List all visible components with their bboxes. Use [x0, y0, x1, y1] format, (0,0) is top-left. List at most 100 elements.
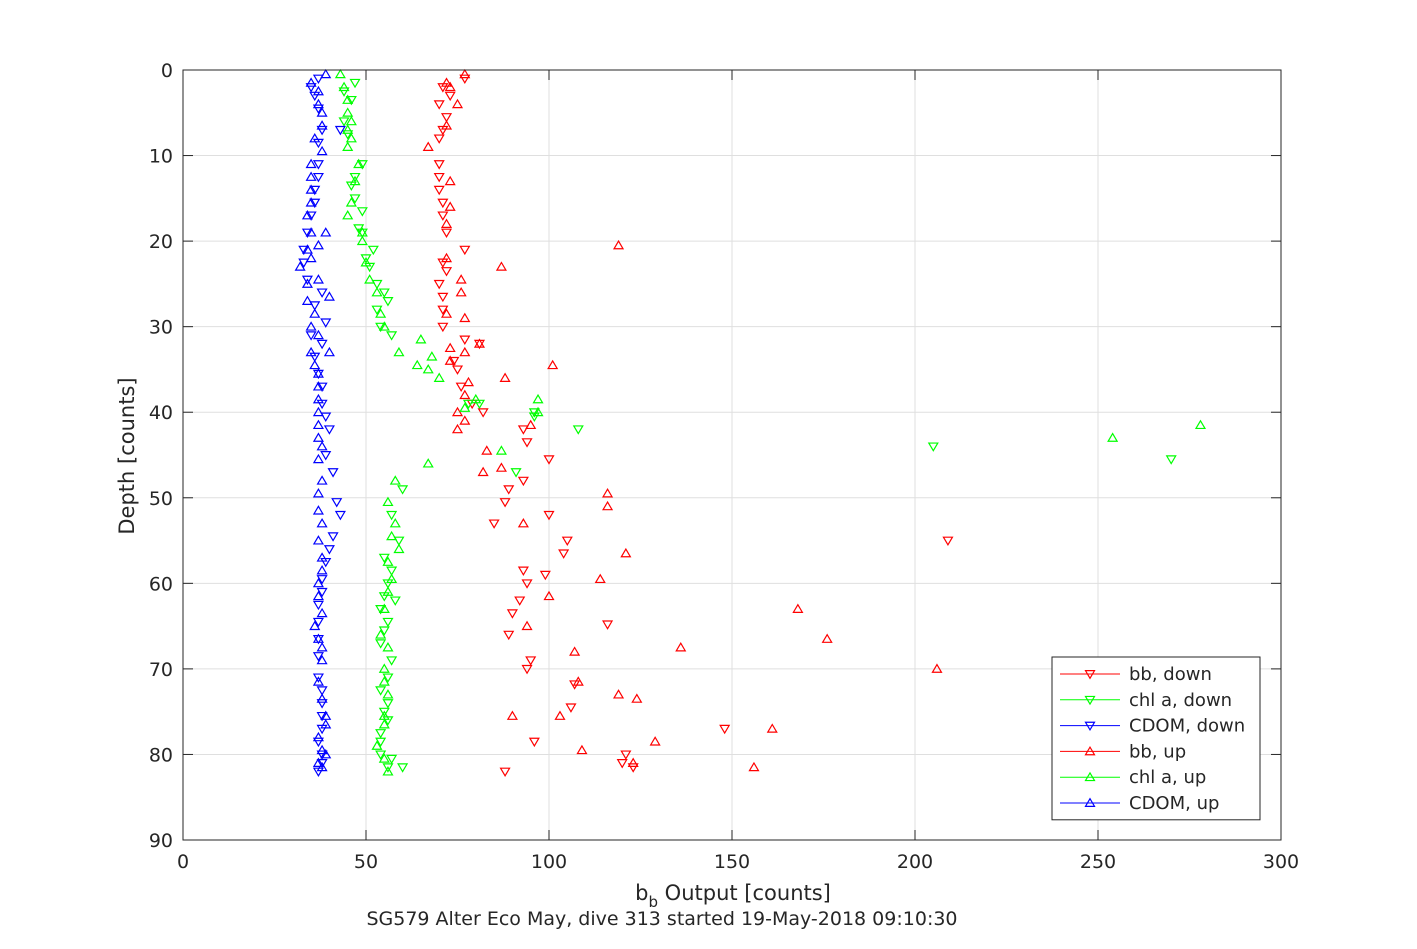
data-point: [360, 257, 372, 267]
y-tick-label: 20: [149, 231, 173, 253]
data-point: [459, 68, 471, 79]
data-point: [356, 235, 368, 246]
data-point: [375, 737, 387, 748]
data-point: [342, 141, 354, 151]
data-point: [312, 160, 324, 170]
data-point: [312, 172, 324, 183]
data-point: [521, 579, 533, 589]
data-point: [316, 145, 328, 156]
series-cdom-up: [294, 68, 335, 772]
data-point: [455, 382, 467, 393]
data-point: [437, 322, 449, 333]
data-point: [473, 338, 486, 348]
data-point: [521, 620, 533, 631]
data-point: [433, 172, 445, 183]
legend: bb, down chl a, down CDOM, down bb, up chl a…: [1051, 656, 1261, 821]
legend-item: bb, down: [1060, 664, 1212, 685]
data-point: [305, 252, 317, 263]
data-markers: [294, 68, 1207, 778]
data-point: [371, 279, 383, 290]
data-point: [433, 100, 445, 110]
data-point: [309, 359, 321, 370]
data-point: [294, 261, 306, 271]
data-point: [316, 693, 328, 703]
data-point: [305, 83, 317, 93]
data-point: [612, 239, 625, 250]
data-point: [440, 218, 453, 228]
data-point: [459, 335, 471, 345]
data-point: [312, 453, 324, 464]
data-point: [375, 322, 387, 333]
data-point: [433, 279, 445, 290]
data-point: [444, 91, 456, 102]
data-point: [356, 207, 368, 217]
data-point: [338, 81, 350, 92]
data-point: [459, 74, 471, 85]
data-point: [316, 607, 328, 618]
y-tick-label: 60: [149, 573, 173, 595]
tick-labels: 0 50 100 150 200 250 300 0 10 20 30 40 50 60 70 80 90: [149, 60, 1299, 873]
data-point: [459, 312, 471, 323]
data-point: [503, 630, 515, 641]
data-point: [356, 160, 368, 170]
data-point: [320, 748, 332, 759]
data-point: [312, 488, 324, 498]
data-point: [488, 519, 500, 529]
data-point: [1165, 455, 1177, 465]
data-point: [353, 158, 365, 169]
data-point: [477, 408, 489, 418]
data-point: [378, 663, 390, 673]
data-point: [539, 570, 551, 581]
data-point: [433, 134, 445, 144]
data-point: [627, 763, 639, 773]
data-point: [528, 408, 540, 418]
x-tick-label: 50: [354, 851, 378, 873]
data-point: [386, 754, 398, 765]
data-point: [602, 620, 614, 630]
data-point: [323, 425, 335, 435]
data-point: [316, 587, 328, 598]
data-point: [440, 120, 453, 130]
data-point: [312, 535, 324, 545]
data-point: [440, 252, 453, 263]
series-chl-a-up: [334, 68, 1207, 776]
data-point: [459, 346, 471, 357]
data-point: [312, 577, 324, 588]
data-point: [312, 757, 324, 767]
data-point: [316, 699, 328, 709]
data-point: [378, 626, 390, 636]
data-point: [440, 77, 453, 87]
data-point: [312, 432, 324, 442]
data-point: [495, 261, 507, 271]
legend-label: bb, down: [1129, 664, 1212, 685]
data-point: [433, 372, 445, 382]
data-point: [371, 305, 383, 316]
data-point: [301, 275, 313, 286]
data-point: [327, 532, 339, 542]
data-point: [382, 556, 394, 566]
data-point: [426, 351, 438, 361]
series-bb-up: [422, 68, 943, 772]
data-point: [382, 766, 394, 776]
data-point: [499, 498, 511, 508]
y-tick-label: 80: [149, 744, 173, 766]
x-tick-label: 150: [714, 851, 750, 873]
data-point: [323, 346, 335, 357]
y-tick-label: 30: [149, 317, 173, 339]
data-point: [382, 642, 394, 652]
data-point: [312, 74, 324, 85]
data-point: [316, 654, 328, 665]
data-point: [517, 425, 529, 435]
y-tick-label: 50: [149, 488, 173, 510]
data-point: [298, 258, 310, 268]
data-point: [345, 115, 357, 126]
data-point: [437, 198, 449, 209]
data-point: [316, 759, 328, 769]
data-point: [349, 172, 361, 183]
data-point: [312, 85, 324, 96]
data-point: [440, 228, 453, 239]
data-point: [312, 737, 324, 748]
data-point: [821, 633, 833, 643]
legend-item: CDOM, up: [1060, 793, 1219, 814]
